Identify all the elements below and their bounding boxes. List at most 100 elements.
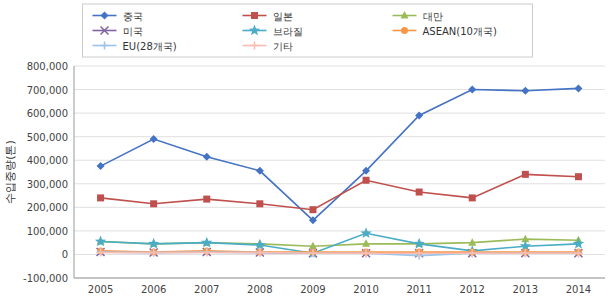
marker <box>362 249 370 257</box>
marker <box>521 249 529 257</box>
marker <box>309 216 317 224</box>
marker <box>468 86 476 94</box>
series <box>97 249 583 258</box>
marker <box>150 249 158 257</box>
series <box>95 227 584 258</box>
marker <box>309 249 317 257</box>
marker <box>203 249 211 257</box>
marker <box>256 249 264 257</box>
legend-item: 기타 <box>243 41 293 52</box>
x-tick-label: 2013 <box>513 284 538 295</box>
x-tick-label: 2010 <box>353 284 378 295</box>
marker <box>309 249 317 257</box>
marker <box>97 194 104 201</box>
legend-item: ASEAN(10개국) <box>393 26 497 37</box>
series <box>97 84 583 224</box>
marker <box>521 87 529 95</box>
marker <box>574 249 582 257</box>
series <box>97 248 583 257</box>
marker <box>256 249 263 256</box>
marker <box>415 111 423 119</box>
series-line <box>101 233 579 253</box>
x-tick-label: 2007 <box>194 284 219 295</box>
page: {"chart_data": { "type": "line", "y_labe… <box>0 0 615 305</box>
marker <box>574 249 582 257</box>
marker <box>150 249 158 257</box>
legend-label: 브라질 <box>273 26 303 37</box>
legend-label: 대만 <box>423 11 443 22</box>
chart-container: -100,0000100,000200,000300,000400,000500… <box>0 0 615 305</box>
y-tick-label: 600,000 <box>27 108 68 119</box>
legend-item: 일본 <box>243 11 293 22</box>
marker <box>469 194 476 201</box>
x-tick-label: 2012 <box>460 284 485 295</box>
marker <box>413 238 424 249</box>
grid-line <box>74 160 605 161</box>
marker <box>249 25 260 36</box>
y-tick-label: 400,000 <box>27 155 68 166</box>
marker <box>522 171 529 178</box>
marker <box>521 249 529 257</box>
y-tick-label: 100,000 <box>27 226 68 237</box>
marker <box>401 11 409 19</box>
x-axis: 2005200620072008200920102011201220132014 <box>88 284 591 295</box>
marker <box>575 173 582 180</box>
marker <box>203 196 210 203</box>
grid-line <box>74 278 605 279</box>
series-line <box>101 88 579 220</box>
marker <box>309 206 316 213</box>
marker <box>150 249 158 257</box>
marker <box>574 84 582 92</box>
marker <box>148 238 159 249</box>
marker <box>254 239 265 250</box>
marker <box>203 153 211 161</box>
y-tick-label: 500,000 <box>27 132 68 143</box>
marker <box>97 248 105 256</box>
x-tick-label: 2009 <box>300 284 325 295</box>
series-group <box>95 84 584 259</box>
chart-svg: -100,0000100,000200,000300,000400,000500… <box>0 0 615 305</box>
marker <box>573 238 584 249</box>
legend-frame <box>83 4 533 57</box>
legend-label: 중국 <box>123 11 143 22</box>
legend-item: 대만 <box>393 11 443 22</box>
grid-line <box>74 183 605 184</box>
y-tick-label: 0 <box>62 249 68 260</box>
y-tick-label: -100,000 <box>23 273 68 284</box>
marker <box>521 249 529 257</box>
marker <box>362 167 370 175</box>
marker <box>97 249 105 257</box>
marker <box>256 249 264 257</box>
marker <box>401 27 408 34</box>
marker <box>101 12 109 20</box>
marker <box>256 167 264 175</box>
grid <box>74 66 605 278</box>
series-line <box>101 174 579 209</box>
marker <box>362 249 370 257</box>
marker <box>415 249 423 257</box>
legend-label: 기타 <box>273 41 293 52</box>
marker <box>95 235 106 246</box>
legend: 중국 일본 대만미국 브라질 ASEAN(10개국) EU(28개국) 기타 <box>83 4 533 57</box>
marker <box>468 249 476 257</box>
y-tick-label: 800,000 <box>27 61 68 72</box>
legend-label: EU(28개국) <box>123 41 177 52</box>
x-tick-label: 2005 <box>88 284 113 295</box>
marker <box>150 200 157 207</box>
legend-item: 미국 <box>93 26 143 37</box>
marker <box>416 189 423 196</box>
y-axis-line <box>74 66 75 278</box>
x-tick-label: 2014 <box>566 284 591 295</box>
marker <box>256 200 263 207</box>
x-tick-label: 2008 <box>247 284 272 295</box>
legend-item: EU(28개국) <box>93 41 177 52</box>
y-axis-label: 수입중량(톤) <box>4 140 17 204</box>
marker <box>251 42 259 50</box>
marker <box>360 227 371 238</box>
marker <box>97 162 105 170</box>
marker <box>256 249 264 257</box>
x-tick-label: 2011 <box>406 284 431 295</box>
series-line <box>101 252 579 256</box>
marker <box>468 249 476 257</box>
series <box>97 171 582 213</box>
